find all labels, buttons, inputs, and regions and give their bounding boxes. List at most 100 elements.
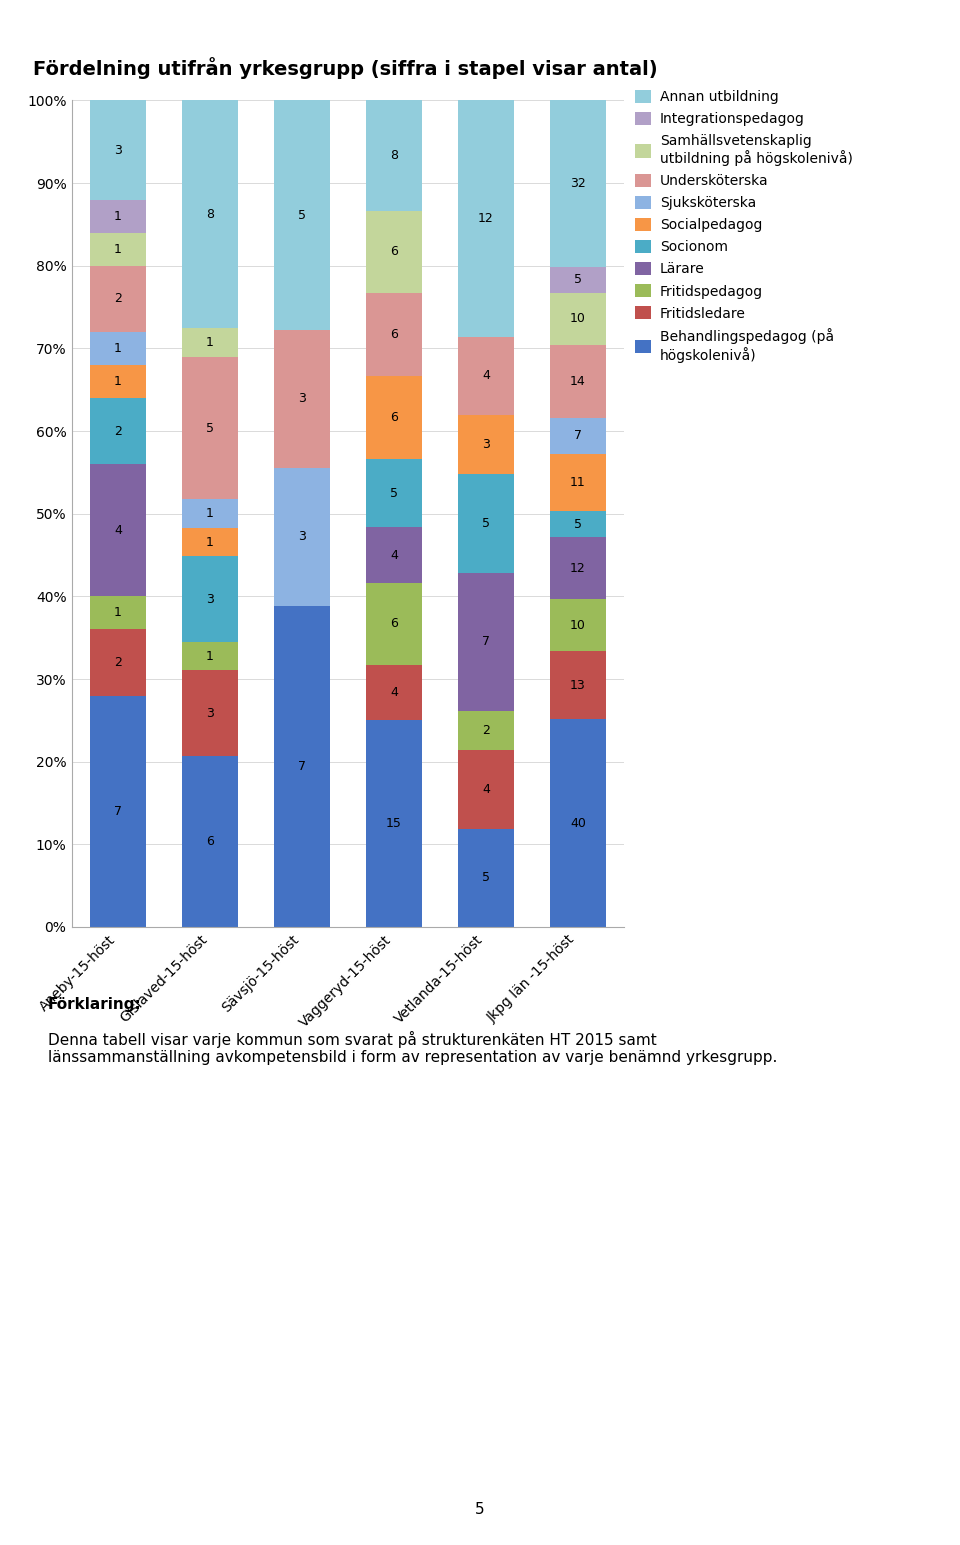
Text: 1: 1 [206, 337, 214, 349]
Bar [275, 100, 329, 331]
Bar [275, 468, 329, 606]
Text: 7: 7 [114, 805, 122, 817]
Bar [367, 527, 421, 582]
Bar [90, 100, 146, 199]
Text: 7: 7 [574, 430, 582, 442]
Text: 8: 8 [206, 209, 214, 221]
Bar [90, 464, 146, 596]
Text: 1: 1 [114, 375, 122, 388]
Text: 6: 6 [390, 618, 398, 630]
Text: 5: 5 [482, 518, 490, 530]
Bar [90, 233, 146, 266]
Bar [550, 538, 606, 599]
Bar [367, 100, 421, 210]
Bar [182, 329, 237, 357]
Text: 4: 4 [482, 783, 490, 796]
Bar [458, 749, 514, 828]
Text: 4: 4 [390, 686, 398, 700]
Text: 3: 3 [298, 530, 306, 544]
Text: 2: 2 [482, 723, 490, 737]
Text: 5: 5 [206, 422, 214, 434]
Bar [550, 454, 606, 511]
Text: 13: 13 [570, 678, 586, 692]
Text: 1: 1 [206, 536, 214, 548]
Text: 3: 3 [206, 706, 214, 720]
Text: 2: 2 [114, 425, 122, 437]
Text: 1: 1 [206, 650, 214, 663]
Text: 40: 40 [570, 816, 586, 830]
Bar [550, 100, 606, 267]
Text: 5: 5 [482, 871, 490, 884]
Text: 3: 3 [206, 593, 214, 606]
Bar [275, 331, 329, 468]
Text: 12: 12 [478, 212, 493, 226]
Bar [182, 499, 237, 528]
Text: 5: 5 [475, 1502, 485, 1517]
Bar [367, 582, 421, 666]
Bar [182, 100, 237, 329]
Bar [550, 417, 606, 454]
Text: 10: 10 [570, 312, 586, 326]
Bar [90, 332, 146, 365]
Text: 12: 12 [570, 562, 586, 575]
Text: 4: 4 [114, 524, 122, 536]
Text: 15: 15 [386, 817, 402, 830]
Text: 14: 14 [570, 374, 586, 388]
Text: 3: 3 [114, 144, 122, 156]
Bar [275, 606, 329, 927]
Bar [367, 459, 421, 527]
Bar [182, 556, 237, 643]
Text: 5: 5 [298, 209, 306, 222]
Text: Fördelning utifrån yrkesgrupp (siffra i stapel visar antal): Fördelning utifrån yrkesgrupp (siffra i … [34, 57, 658, 79]
Bar [182, 357, 237, 499]
Text: 8: 8 [390, 148, 398, 162]
Bar [367, 666, 421, 720]
Bar [550, 267, 606, 292]
Text: Denna tabell visar varje kommun som svarat på strukturenkäten HT 2015 samt
länss: Denna tabell visar varje kommun som svar… [48, 1031, 778, 1065]
Bar [90, 695, 146, 927]
Text: 5: 5 [574, 273, 582, 286]
Text: 3: 3 [298, 392, 306, 405]
Bar [90, 365, 146, 399]
Bar [90, 199, 146, 233]
Bar [550, 599, 606, 652]
Text: 3: 3 [482, 439, 490, 451]
Bar [458, 337, 514, 416]
Bar [550, 718, 606, 927]
Bar [367, 375, 421, 459]
Bar [458, 711, 514, 749]
Bar [458, 100, 514, 337]
Text: 6: 6 [390, 246, 398, 258]
Text: 1: 1 [206, 507, 214, 521]
Text: 6: 6 [390, 328, 398, 341]
Bar [90, 266, 146, 332]
Text: 5: 5 [574, 518, 582, 530]
Bar [182, 643, 237, 671]
Bar [367, 720, 421, 927]
Bar [458, 573, 514, 711]
Bar [458, 474, 514, 573]
Bar [182, 756, 237, 927]
Text: 5: 5 [390, 487, 398, 499]
Legend: Annan utbildning, Integrationspedagog, Samhällsvetenskaplig
utbildning på högsko: Annan utbildning, Integrationspedagog, S… [629, 83, 858, 368]
Text: 6: 6 [390, 411, 398, 423]
Text: Förklaring:: Förklaring: [48, 997, 142, 1012]
Text: 4: 4 [390, 548, 398, 561]
Bar [182, 528, 237, 556]
Bar [90, 596, 146, 629]
Text: 1: 1 [114, 210, 122, 222]
Bar [550, 511, 606, 538]
Text: 1: 1 [114, 243, 122, 256]
Bar [458, 828, 514, 927]
Bar [550, 345, 606, 417]
Bar [550, 292, 606, 345]
Bar [367, 210, 421, 294]
Text: 2: 2 [114, 657, 122, 669]
Bar [367, 294, 421, 375]
Text: 4: 4 [482, 369, 490, 383]
Bar [90, 399, 146, 464]
Text: 2: 2 [114, 292, 122, 306]
Text: 32: 32 [570, 178, 586, 190]
Text: 7: 7 [482, 635, 490, 649]
Bar [90, 629, 146, 695]
